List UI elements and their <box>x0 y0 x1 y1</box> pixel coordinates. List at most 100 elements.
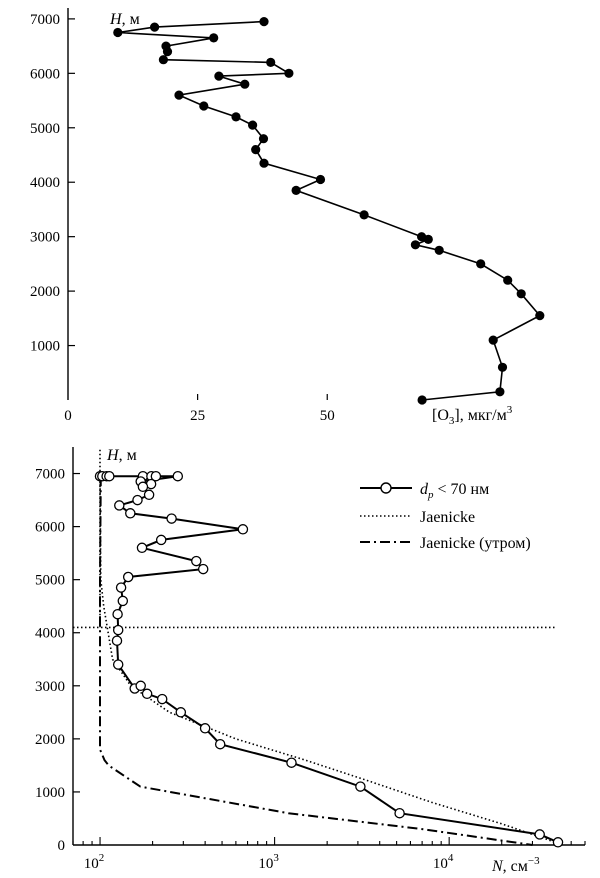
ozone-data-point <box>284 68 294 78</box>
bottom-y-tick-label: 7000 <box>35 467 65 483</box>
aerosol-data-point <box>150 470 162 482</box>
top-y-tick-label: 7000 <box>30 12 60 28</box>
top-x-tick-label: 0 <box>64 408 72 424</box>
aerosol-data-point <box>143 489 155 501</box>
series-line-jaenicke <box>73 449 564 846</box>
aerosol-data-point <box>111 635 123 646</box>
aerosol-data-point <box>172 470 184 482</box>
bottom-y-tick-label: 6000 <box>35 520 65 536</box>
aerosol-data-point <box>355 781 366 792</box>
bottom-y-tick-label: 2000 <box>35 732 65 748</box>
aerosol-data-point <box>155 534 167 546</box>
bottom-series-points <box>94 470 564 848</box>
bottom-y-tick-label: 0 <box>58 838 66 854</box>
aerosol-data-point <box>117 595 129 607</box>
aerosol-data-point <box>136 542 148 554</box>
aerosol-data-point <box>156 693 168 705</box>
aerosol-data-point <box>237 524 249 535</box>
bottom-x-ticks: 102 103 104 <box>72 837 586 872</box>
ozone-data-point <box>423 234 433 244</box>
ozone-data-point <box>174 90 184 100</box>
aerosol-data-point <box>122 571 134 583</box>
ozone-data-point <box>495 387 505 397</box>
bottom-x-tick-label: 103 <box>258 852 279 872</box>
aerosol-data-point <box>175 707 187 718</box>
top-y-tick-label: 2000 <box>30 284 60 300</box>
aerosol-data-point <box>199 723 211 734</box>
ozone-data-point <box>291 185 301 195</box>
aerosol-data-point <box>115 582 127 593</box>
bottom-x-tick-label: 102 <box>84 852 105 872</box>
aerosol-data-point <box>197 563 209 575</box>
aerosol-data-point <box>112 608 123 620</box>
ozone-data-point <box>162 47 173 57</box>
top-series-points <box>113 17 545 405</box>
bottom-x-axis-title: N, см−3 <box>491 855 540 875</box>
legend-item-jaenicke: Jaenicke <box>360 509 475 526</box>
ozone-data-point <box>231 112 241 122</box>
ozone-data-point <box>209 33 219 43</box>
ozone-data-point <box>251 145 261 155</box>
bottom-y-tick-label: 3000 <box>35 679 65 695</box>
aerosol-data-point <box>114 500 125 511</box>
ozone-data-point <box>259 158 269 168</box>
series-line-dp-lt-70nm <box>100 475 559 844</box>
bottom-y-tick-label: 1000 <box>35 785 65 801</box>
ozone-data-point <box>258 134 269 144</box>
ozone-data-point <box>503 275 513 285</box>
top-y-tick-label: 6000 <box>30 66 60 82</box>
ozone-data-point <box>240 79 250 89</box>
top-x-ticks: 0 25 50 <box>64 394 335 424</box>
aerosol-data-point <box>104 470 115 482</box>
ozone-data-point <box>199 101 209 111</box>
ozone-data-point <box>410 240 420 250</box>
ozone-data-point <box>516 289 526 299</box>
ozone-data-point <box>434 245 444 255</box>
ozone-data-point <box>158 55 168 65</box>
bottom-y-ticks: 0 1000 2000 3000 4000 5000 6000 7000 <box>35 467 80 854</box>
top-y-tick-label: 5000 <box>30 121 60 137</box>
ozone-data-point <box>259 17 269 27</box>
ozone-data-point <box>113 27 123 38</box>
top-y-tick-label: 1000 <box>30 339 60 355</box>
top-x-tick-label: 25 <box>190 408 205 424</box>
ozone-data-point <box>315 174 326 185</box>
bottom-x-tick-label: 104 <box>433 852 454 872</box>
ozone-data-point <box>488 335 498 345</box>
legend-label-jaenicke-morning: Jaenicke (утром) <box>420 535 531 552</box>
ozone-data-point <box>214 71 224 81</box>
ozone-data-point <box>417 395 427 405</box>
bottom-y-tick-label: 5000 <box>35 573 65 589</box>
bottom-y-tick-label: 4000 <box>35 626 65 642</box>
aerosol-data-point <box>125 508 136 519</box>
legend-item-jaenicke-morning: Jaenicke (утром) <box>360 535 531 552</box>
aerosol-data-point <box>191 555 202 567</box>
aerosol-data-point <box>132 494 143 506</box>
aerosol-data-point <box>135 680 146 692</box>
aerosol-data-point <box>214 738 226 750</box>
aerosol-data-point <box>552 837 564 848</box>
ozone-data-point <box>476 259 486 269</box>
bottom-y-axis-title: H, м <box>106 447 137 464</box>
aerosol-data-point <box>112 624 124 636</box>
aerosol-data-point <box>166 513 177 524</box>
aerosol-data-point <box>141 688 153 700</box>
ozone-data-point <box>266 57 276 67</box>
top-y-ticks: 1000 2000 3000 4000 5000 6000 7000 <box>30 12 75 355</box>
legend: dp < 70 нм Jaenicke Jaenicke (утром) <box>360 481 531 552</box>
aerosol-data-point <box>112 659 124 670</box>
legend-label-jaenicke: Jaenicke <box>420 509 475 526</box>
top-y-tick-label: 3000 <box>30 230 60 246</box>
ozone-data-point <box>248 120 258 130</box>
aerosol-data-point <box>137 481 149 493</box>
aerosol-data-point <box>394 807 405 819</box>
legend-item-dp-lt-70nm: dp < 70 нм <box>360 481 489 501</box>
top-y-axis-title: H, м <box>109 11 140 28</box>
ozone-data-point <box>497 362 508 372</box>
legend-label-dp: dp < 70 нм <box>420 481 489 501</box>
top-y-tick-label: 4000 <box>30 175 60 191</box>
top-series-line-ozone <box>117 20 542 401</box>
aerosol-data-point <box>534 829 545 840</box>
